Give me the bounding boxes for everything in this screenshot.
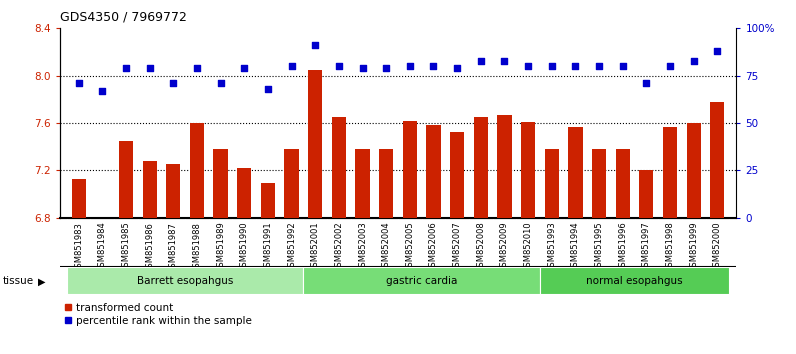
Bar	[356, 149, 369, 218]
Bar	[521, 122, 535, 218]
Point	[285, 63, 298, 69]
Text: GSM852010: GSM852010	[524, 222, 533, 272]
Bar	[284, 149, 298, 218]
Text: GSM851997: GSM851997	[642, 222, 651, 273]
Point	[333, 63, 345, 69]
Text: GSM851986: GSM851986	[145, 222, 154, 273]
Text: GSM851990: GSM851990	[240, 222, 248, 272]
Text: GSM852009: GSM852009	[500, 222, 509, 272]
Text: GSM852006: GSM852006	[429, 222, 438, 273]
Text: GSM852001: GSM852001	[310, 222, 320, 272]
Point	[356, 65, 369, 71]
Text: GSM851988: GSM851988	[193, 222, 201, 273]
Bar	[540, 267, 729, 294]
Text: GSM851999: GSM851999	[689, 222, 698, 272]
Point	[119, 65, 132, 71]
Bar	[67, 267, 303, 294]
Bar	[639, 170, 654, 218]
Point	[688, 58, 700, 63]
Text: GSM851983: GSM851983	[74, 222, 83, 273]
Point	[545, 63, 558, 69]
Point	[569, 63, 582, 69]
Bar	[166, 165, 181, 218]
Text: GSM851998: GSM851998	[665, 222, 674, 273]
Bar	[615, 149, 630, 218]
Bar	[237, 168, 252, 218]
Point	[262, 86, 275, 92]
Text: GSM851984: GSM851984	[98, 222, 107, 273]
Bar	[189, 123, 204, 218]
Bar	[498, 115, 512, 218]
Text: GSM851985: GSM851985	[122, 222, 131, 273]
Point	[427, 63, 440, 69]
Text: GSM852005: GSM852005	[405, 222, 415, 272]
Bar	[119, 141, 133, 218]
Text: Barrett esopahgus: Barrett esopahgus	[137, 275, 233, 286]
Bar	[403, 121, 417, 218]
Bar	[213, 149, 228, 218]
Legend: transformed count, percentile rank within the sample: transformed count, percentile rank withi…	[65, 303, 252, 326]
Text: GSM851993: GSM851993	[548, 222, 556, 273]
Bar	[72, 179, 86, 218]
Text: GSM852002: GSM852002	[334, 222, 343, 272]
Point	[474, 58, 487, 63]
Bar	[663, 127, 677, 218]
Text: GDS4350 / 7969772: GDS4350 / 7969772	[60, 11, 186, 24]
Text: GSM851995: GSM851995	[595, 222, 603, 272]
Point	[616, 63, 629, 69]
Point	[238, 65, 251, 71]
Text: tissue: tissue	[2, 276, 33, 286]
Bar	[142, 161, 157, 218]
Text: GSM852000: GSM852000	[713, 222, 722, 272]
Text: normal esopahgus: normal esopahgus	[587, 275, 683, 286]
Bar	[474, 117, 488, 218]
Bar	[450, 132, 464, 218]
Point	[451, 65, 463, 71]
Text: GSM851996: GSM851996	[618, 222, 627, 273]
Bar	[332, 117, 346, 218]
Bar	[568, 127, 583, 218]
Text: GSM852004: GSM852004	[381, 222, 391, 272]
Text: GSM851991: GSM851991	[263, 222, 272, 272]
Bar	[379, 149, 393, 218]
Bar	[308, 70, 322, 218]
Bar	[687, 123, 700, 218]
Point	[143, 65, 156, 71]
Text: gastric cardia: gastric cardia	[386, 275, 458, 286]
Point	[309, 42, 322, 48]
Point	[593, 63, 606, 69]
Point	[96, 88, 108, 94]
Point	[498, 58, 511, 63]
Point	[711, 48, 724, 54]
Point	[167, 80, 180, 86]
Point	[380, 65, 392, 71]
Point	[214, 80, 227, 86]
Bar	[710, 102, 724, 218]
Point	[72, 80, 85, 86]
Text: GSM851992: GSM851992	[287, 222, 296, 272]
Bar	[303, 267, 540, 294]
Bar	[544, 149, 559, 218]
Bar	[261, 183, 275, 218]
Point	[521, 63, 534, 69]
Text: GSM852008: GSM852008	[476, 222, 486, 273]
Point	[664, 63, 677, 69]
Text: ▶: ▶	[38, 276, 45, 286]
Point	[190, 65, 203, 71]
Text: GSM852003: GSM852003	[358, 222, 367, 273]
Text: GSM851989: GSM851989	[216, 222, 225, 273]
Bar	[592, 149, 607, 218]
Bar	[427, 125, 440, 218]
Text: GSM851987: GSM851987	[169, 222, 178, 273]
Point	[404, 63, 416, 69]
Text: GSM851994: GSM851994	[571, 222, 580, 272]
Text: GSM852007: GSM852007	[453, 222, 462, 273]
Point	[640, 80, 653, 86]
